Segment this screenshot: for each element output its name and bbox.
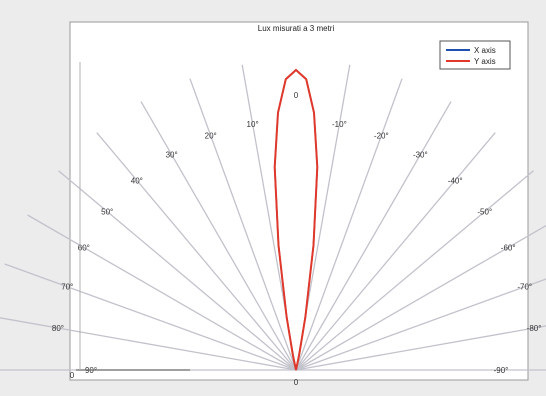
grid-ray — [295, 325, 546, 371]
angle-label: -70° — [517, 283, 532, 292]
angle-label: 30° — [166, 151, 178, 160]
grid-ray — [189, 78, 297, 371]
grid-ray — [295, 224, 546, 371]
grid-ray — [27, 214, 297, 371]
angle-label: -30° — [413, 151, 428, 160]
angle-label: -90° — [494, 366, 509, 375]
angle-label: -20° — [374, 132, 389, 141]
angle-label: 10° — [247, 120, 259, 129]
chart-title: Lux misurati a 3 metri — [258, 24, 335, 33]
legend-label-x-axis: X axis — [474, 46, 496, 55]
series-line — [273, 68, 319, 371]
angle-label: -60° — [501, 244, 516, 253]
angle-label: 70° — [61, 283, 73, 292]
grid-ray — [295, 170, 534, 371]
plot-area — [69, 21, 529, 381]
angle-label: 60° — [78, 244, 90, 253]
angle-label: 20° — [205, 132, 217, 141]
center-tick-label: 0 — [294, 378, 299, 387]
legend-label-y-axis: Y axis — [474, 57, 496, 66]
angle-label: 80° — [52, 324, 64, 333]
angle-label: -10° — [332, 120, 347, 129]
angle-label: -40° — [448, 176, 463, 185]
grid-ray — [0, 317, 297, 371]
angle-label: 0 — [294, 91, 299, 100]
left-tick-label: 0 — [70, 371, 75, 380]
angle-label: 40° — [131, 176, 143, 185]
grid-ray — [4, 263, 297, 371]
grid-ray — [295, 101, 452, 371]
legend: X axis Y axis — [439, 40, 511, 70]
angle-label: -50° — [477, 208, 492, 217]
radial-grid — [0, 64, 546, 371]
angle-label: -80° — [527, 324, 542, 333]
grid-ray — [58, 170, 297, 371]
grid-ray — [295, 78, 403, 371]
angle-label: 50° — [101, 208, 113, 217]
grid-ray — [96, 132, 297, 371]
series-layer — [273, 68, 319, 371]
grid-ray — [140, 101, 297, 371]
grid-ray — [295, 132, 496, 371]
grid-ray — [295, 278, 546, 371]
legend-box — [439, 40, 511, 70]
